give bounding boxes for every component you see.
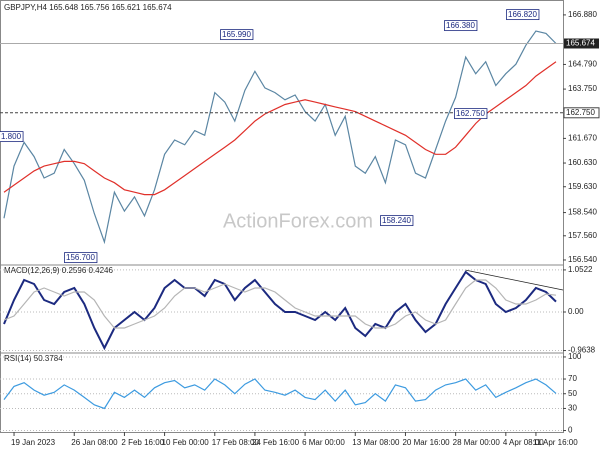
level-label: 162.750: [566, 108, 595, 117]
y-tick-label: 164.790: [568, 60, 597, 69]
y-tick-label: 1.0522: [568, 265, 593, 274]
x-tick-label: 24 Feb 16:00: [252, 438, 300, 447]
annotation-box: [444, 20, 478, 32]
chart-title: GBPJPY,H4 165.648 165.756 165.621 165.67…: [4, 3, 172, 12]
last-price-label: 165.674: [566, 39, 595, 48]
series-line: [3, 279, 557, 329]
x-tick-label: 17 Feb 08:00: [212, 438, 260, 447]
trend-line: [464, 269, 564, 291]
watermark: ActionForex.com: [223, 210, 373, 232]
x-tick-label: 11 Apr 16:00: [533, 438, 578, 447]
panel-title: RSI(14) 50.3784: [4, 354, 63, 363]
y-tick-label: 163.750: [568, 84, 597, 93]
price-annotation: 166.380: [446, 21, 475, 30]
x-tick-label: 2 Feb 16:00: [121, 438, 164, 447]
x-tick-label: 26 Jan 08:00: [71, 438, 118, 447]
x-tick-label: 6 Mar 00:00: [302, 438, 345, 447]
annotation-box: [0, 131, 24, 143]
y-tick-label: 100: [568, 352, 582, 361]
series-line: [3, 61, 557, 196]
y-tick-label: 157.560: [568, 231, 597, 240]
series-line: [3, 378, 557, 410]
series-line: [3, 270, 557, 351]
annotation-box: [380, 215, 414, 227]
annotation-box: [454, 108, 488, 120]
y-tick-label: 158.540: [568, 208, 597, 217]
y-tick-label: 166.880: [568, 10, 597, 19]
y-tick-label: 159.630: [568, 182, 597, 191]
x-tick-label: 4 Apr 08:00: [503, 438, 544, 447]
y-tick-label: 50: [568, 389, 577, 398]
price-annotation: 156.700: [66, 253, 95, 262]
price-annotation: 158.240: [382, 216, 411, 225]
series-line: [3, 30, 557, 245]
last-price-box: [564, 38, 599, 49]
y-tick-label: -0.9638: [568, 346, 596, 355]
y-tick-label: 161.670: [568, 133, 597, 142]
price-annotation: 165.990: [222, 30, 251, 39]
y-tick-label: 0.00: [568, 307, 584, 316]
y-tick-label: 156.540: [568, 255, 597, 264]
level-label-box: [563, 107, 600, 119]
x-tick-label: 13 Mar 08:00: [352, 438, 400, 447]
x-tick-label: 28 Mar 00:00: [453, 438, 501, 447]
price-annotation: 1.800: [1, 132, 22, 141]
frame: [0, 0, 564, 433]
x-tick-label: 19 Jan 2023: [11, 438, 56, 447]
y-tick-label: 30: [568, 404, 577, 413]
y-tick-label: 0: [568, 426, 573, 435]
price-annotation: 166.820: [508, 10, 537, 19]
annotation-box: [220, 29, 254, 41]
annotation-box: [64, 252, 98, 264]
y-tick-label: 160.630: [568, 158, 597, 167]
panel-title: MACD(12,26,9) 0.2596 0.4246: [4, 266, 114, 275]
y-tick-label: 70: [568, 374, 577, 383]
x-tick-label: 10 Feb 00:00: [162, 438, 210, 447]
annotation-box: [506, 9, 540, 21]
x-tick-label: 20 Mar 16:00: [402, 438, 450, 447]
price-annotation: 162.750: [456, 109, 485, 118]
